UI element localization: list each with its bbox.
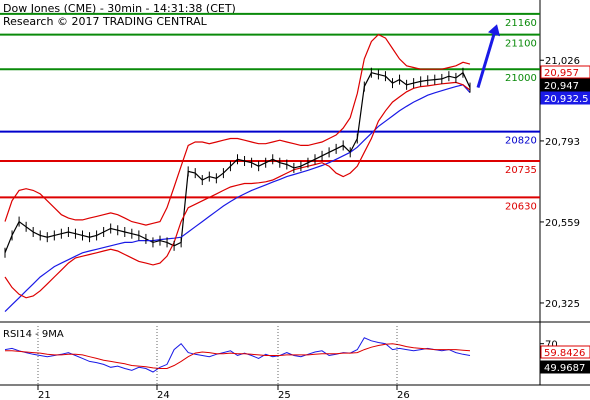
- rsi-value-label: 59.8426: [544, 348, 585, 359]
- ma-line: [5, 343, 471, 369]
- level-label: 20630: [505, 201, 537, 212]
- rsi-tick-label: 70: [545, 340, 558, 351]
- price-tick-label: 20,793: [545, 137, 580, 148]
- rsi-value-label: 49.9687: [544, 363, 585, 374]
- price-label-box: [540, 91, 590, 105]
- level-label: 21100: [505, 39, 537, 50]
- price-label: 20,957: [544, 68, 579, 79]
- moving-average-line: [4, 84, 471, 313]
- rsi-line: [4, 337, 471, 373]
- x-tick-label: 21: [38, 390, 51, 400]
- forecast-arrow-shaft: [476, 33, 496, 89]
- rsi-title: RSI14 - 9MA: [3, 329, 64, 340]
- x-tick-label: 24: [157, 390, 170, 400]
- bollinger-upper-line: [4, 33, 471, 226]
- price-label: 20,947: [544, 81, 579, 92]
- price-label-box: [540, 78, 590, 92]
- chart-title: Dow Jones (CME) - 30min - 14:31:38 (CET): [3, 2, 236, 15]
- price-tick-label: 20,325: [545, 299, 580, 310]
- price-label: 20,932.5: [544, 94, 589, 105]
- x-tick-label: 25: [278, 390, 291, 400]
- forecast-arrow-head: [488, 24, 500, 37]
- copyright-text: Research © 2017 TRADING CENTRAL: [3, 15, 207, 28]
- level-label: 21160: [505, 18, 537, 29]
- price-label-box: [540, 65, 590, 79]
- rsi-value-box: [540, 360, 590, 374]
- level-label: 20820: [505, 136, 537, 147]
- rsi-value-box: [540, 345, 590, 359]
- level-label: 21000: [505, 73, 537, 84]
- level-label: 20735: [505, 165, 537, 176]
- price-tick-label: 21,026: [545, 56, 580, 67]
- bollinger-lower-line: [4, 81, 471, 299]
- x-tick-label: 26: [397, 390, 410, 400]
- price-tick-label: 20,559: [545, 218, 580, 229]
